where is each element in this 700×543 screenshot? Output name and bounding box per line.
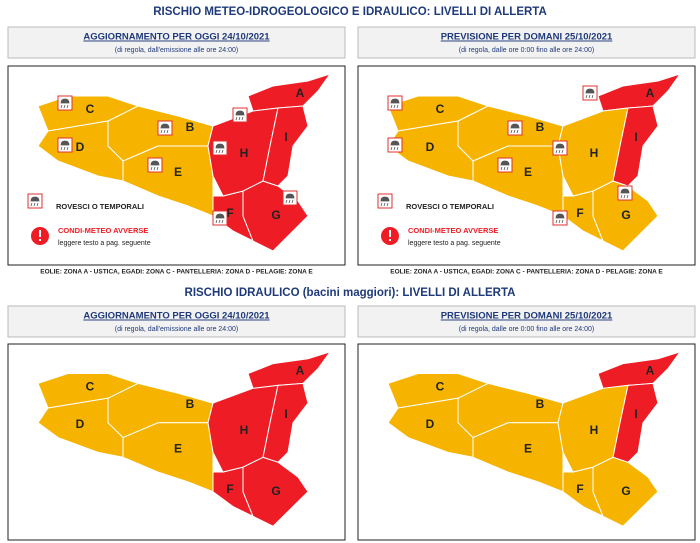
zone-label: C bbox=[436, 102, 445, 116]
zone-label: B bbox=[536, 120, 545, 134]
zone-label: I bbox=[284, 407, 287, 421]
storm-cloud bbox=[380, 196, 390, 207]
warning-dot bbox=[39, 239, 41, 241]
panel-note: (di regola, dall'emissione alle ore 24:0… bbox=[115, 47, 239, 54]
zone-label: G bbox=[271, 484, 280, 498]
warning-mark bbox=[39, 230, 41, 237]
zone-label: A bbox=[646, 86, 655, 100]
storm-cloud bbox=[30, 196, 40, 207]
zone-label: E bbox=[524, 165, 532, 179]
storm-cloud bbox=[160, 123, 170, 134]
map: A B C D E F G H I ROVESCI O TEMPORALI CONDI-METEO … bbox=[27, 73, 332, 252]
zone-label: H bbox=[240, 146, 249, 160]
panel-note: (di regola, dall'emissione alle ore 24:0… bbox=[115, 326, 239, 333]
panel-header: PREVISIONE PER DOMANI 25/10/2021 bbox=[441, 32, 613, 43]
legend-warning: CONDI-METEO AVVERSE bbox=[408, 226, 498, 235]
zone-label: G bbox=[621, 208, 630, 222]
zone-label: B bbox=[186, 397, 195, 411]
zone-label: H bbox=[590, 146, 599, 160]
storm-cloud bbox=[510, 123, 520, 134]
storm-cloud bbox=[620, 188, 630, 199]
section-title: RISCHIO IDRAULICO (bacini maggiori): LIV… bbox=[185, 287, 516, 299]
zone bbox=[207, 107, 279, 197]
zone bbox=[612, 382, 659, 463]
zone bbox=[262, 105, 309, 187]
storm-cloud bbox=[215, 213, 225, 224]
zone-label: I bbox=[634, 407, 637, 421]
zone-label: F bbox=[576, 206, 583, 220]
zone-label: F bbox=[226, 206, 233, 220]
zone-label: E bbox=[524, 442, 532, 456]
storm-cloud bbox=[555, 213, 565, 224]
zone-label: B bbox=[186, 120, 195, 134]
zone-label: I bbox=[634, 130, 637, 144]
panel-header: AGGIORNAMENTO PER OGGI 24/10/2021 bbox=[83, 311, 270, 322]
zone bbox=[262, 382, 309, 463]
zone bbox=[557, 384, 629, 473]
storm-cloud bbox=[285, 193, 295, 204]
map: A B C D E F G H I bbox=[387, 350, 682, 527]
storm-cloud bbox=[215, 143, 225, 154]
zone-label: A bbox=[296, 364, 305, 378]
storm-cloud bbox=[390, 140, 400, 151]
warning-mark bbox=[389, 230, 391, 237]
zone-label: D bbox=[426, 140, 435, 154]
zone-label: G bbox=[621, 484, 630, 498]
zone-label: C bbox=[86, 102, 95, 116]
legend-warning-note: leggere testo a pag. seguente bbox=[408, 240, 501, 247]
zone bbox=[207, 384, 279, 473]
legend-storm: ROVESCI O TEMPORALI bbox=[406, 202, 494, 211]
zone bbox=[557, 107, 629, 197]
zone-label: H bbox=[240, 423, 249, 437]
storm-cloud bbox=[150, 160, 160, 171]
legend-storm: ROVESCI O TEMPORALI bbox=[56, 202, 144, 211]
legend-warning: CONDI-METEO AVVERSE bbox=[58, 226, 148, 235]
storm-cloud bbox=[585, 88, 595, 99]
panel-header-box bbox=[7, 26, 346, 59]
map: A B C D E F G H I ROVESCI O TEMPORALI CONDI-METEO … bbox=[377, 73, 682, 252]
zone-label: D bbox=[76, 417, 85, 431]
zone-label: I bbox=[284, 130, 287, 144]
storm-cloud bbox=[235, 110, 245, 121]
storm-cloud bbox=[555, 143, 565, 154]
warning-dot bbox=[389, 239, 391, 241]
storm-cloud bbox=[60, 140, 70, 151]
footnote: EOLIE: ZONA A - USTICA, EGADI: ZONA C - … bbox=[390, 269, 663, 276]
storm-cloud bbox=[390, 98, 400, 109]
panel-header: AGGIORNAMENTO PER OGGI 24/10/2021 bbox=[83, 32, 270, 43]
zone-label: D bbox=[426, 417, 435, 431]
panel-header-box bbox=[357, 305, 696, 338]
zone-label: C bbox=[436, 380, 445, 394]
storm-cloud bbox=[500, 160, 510, 171]
panel-header: PREVISIONE PER DOMANI 25/10/2021 bbox=[441, 311, 613, 322]
zone-label: A bbox=[296, 86, 305, 100]
zone-label: A bbox=[646, 364, 655, 378]
zone-label: E bbox=[174, 165, 182, 179]
storm-cloud bbox=[60, 98, 70, 109]
map: A B C D E F G H I bbox=[37, 350, 332, 527]
zone-label: E bbox=[174, 442, 182, 456]
section-title: RISCHIO METEO-IDROGEOLOGICO E IDRAULICO:… bbox=[153, 6, 547, 18]
zone-label: C bbox=[86, 380, 95, 394]
panel-header-box bbox=[7, 305, 346, 338]
footnote: EOLIE: ZONA A - USTICA, EGADI: ZONA C - … bbox=[40, 269, 313, 276]
zone-label: B bbox=[536, 397, 545, 411]
legend-warning-note: leggere testo a pag. seguente bbox=[58, 240, 151, 247]
zone-label: F bbox=[576, 482, 583, 496]
panel-note: (di regola, dalle ore 0:00 fino alle ore… bbox=[459, 326, 594, 333]
zone-label: G bbox=[271, 208, 280, 222]
zone-label: F bbox=[226, 482, 233, 496]
zone-label: H bbox=[590, 423, 599, 437]
zone-label: D bbox=[76, 140, 85, 154]
zone bbox=[612, 105, 659, 187]
panel-header-box bbox=[357, 26, 696, 59]
panel-note: (di regola, dalle ore 0:00 fino alle ore… bbox=[459, 47, 594, 54]
